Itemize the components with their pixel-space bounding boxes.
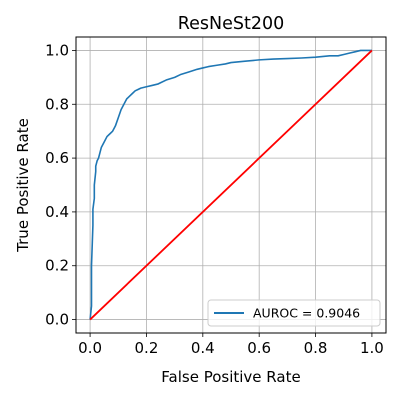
x-tick-label: 1.0 [360,339,384,357]
y-tick-label: 1.0 [45,41,69,59]
y-tick-label: 0.8 [45,95,69,113]
x-tick-label: 0.8 [304,339,328,357]
grid-lines [76,37,386,333]
y-tick-label: 0.4 [45,203,69,221]
plot-frame [75,36,387,334]
legend-box [207,299,381,327]
axis-ticks: 0.0 0.2 0.4 0.6 0.8 1.0 0.0 0.2 0.4 0.6 0.8 1.0 [45,41,384,357]
chart-title: ResNeSt200 [178,14,285,34]
x-axis-label: False Positive Rate [161,368,300,386]
y-tick-label: 0.0 [45,311,69,329]
x-tick-label: 0.2 [135,339,159,357]
y-axis-label: True Positive Rate [14,118,32,253]
legend-label: AUROC = 0.9046 [253,306,360,321]
x-tick-label: 0.0 [78,339,102,357]
plot-series [89,49,373,321]
chance-diagonal-line [89,49,373,321]
x-tick-label: 0.4 [191,339,215,357]
legend: AUROC = 0.9046 [207,299,381,327]
roc-curve-line [89,49,372,320]
y-tick-label: 0.2 [45,257,69,275]
x-tick-label: 0.6 [247,339,271,357]
y-tick-label: 0.6 [45,149,69,167]
